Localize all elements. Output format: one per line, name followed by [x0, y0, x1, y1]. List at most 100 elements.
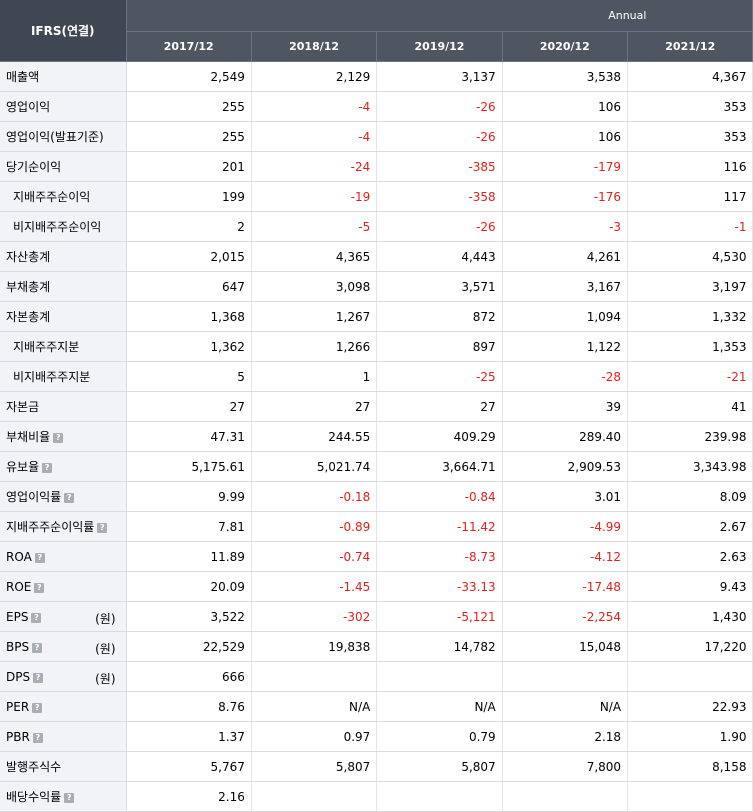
help-icon[interactable]: ? — [33, 672, 44, 683]
value-cell: 5,807 — [376, 751, 503, 782]
help-icon[interactable]: ? — [32, 702, 43, 713]
row-label: 비지배주주지분 — [13, 370, 91, 384]
row-label: DPS — [6, 669, 31, 684]
value-cell: -26 — [376, 121, 503, 152]
value-cell: 9.43 — [627, 571, 753, 602]
value-cell: 2.16 — [126, 781, 252, 812]
value-cell: -0.18 — [251, 481, 378, 512]
value-cell: 666 — [126, 661, 252, 692]
value-cell: 255 — [126, 91, 252, 122]
value-cell: 1.37 — [126, 721, 252, 752]
value-cell: 14,782 — [376, 631, 503, 662]
value-cell: 2 — [126, 211, 252, 242]
row-label: 영업이익 — [6, 100, 51, 114]
value-cell: 41 — [627, 391, 753, 422]
row-label: EPS — [6, 609, 29, 624]
value-cell — [251, 781, 378, 812]
value-cell: -0.89 — [251, 511, 378, 542]
help-icon[interactable]: ? — [97, 523, 108, 533]
table-row: 발행주식수 5,767 5,807 5,807 7,800 8,158 — [0, 751, 753, 782]
value-cell: 106 — [502, 121, 629, 152]
value-cell: 3,343.98 — [627, 451, 753, 482]
help-icon[interactable]: ? — [31, 612, 42, 623]
value-cell: 353 — [627, 91, 753, 122]
help-icon[interactable]: ? — [64, 493, 75, 503]
value-cell: 5,175.61 — [126, 451, 252, 482]
row-label: 자본금 — [6, 400, 40, 414]
row-label: PER — [6, 699, 30, 714]
value-cell: 4,530 — [627, 241, 753, 272]
value-cell: -2,254 — [502, 601, 629, 632]
value-cell: 3,538 — [502, 61, 629, 92]
value-cell: 1,094 — [502, 301, 629, 332]
row-label-cell: 부채비율? — [0, 421, 127, 452]
value-cell: 3,571 — [376, 271, 503, 302]
value-cell: -0.74 — [251, 541, 378, 572]
unit-label: (원) — [95, 642, 116, 656]
help-icon[interactable]: ? — [34, 582, 45, 593]
value-cell: -25 — [376, 361, 503, 392]
value-cell: 3,167 — [502, 271, 629, 302]
value-cell: -8.73 — [376, 541, 503, 572]
unit-label: (원) — [95, 612, 116, 626]
help-icon[interactable]: ? — [42, 463, 53, 473]
table-row: 지배주주순이익 199 -19 -358 -176 117 — [0, 181, 753, 212]
value-cell: 5 — [126, 361, 252, 392]
row-label-cell: 지배주주순이익 — [0, 181, 127, 212]
row-label-cell: BPS? (원) — [0, 631, 127, 662]
row-label: 부채비율 — [6, 430, 51, 444]
value-cell: -33.13 — [376, 571, 503, 602]
value-cell: 0.97 — [251, 721, 378, 752]
value-cell: 1,332 — [627, 301, 753, 332]
value-cell: -358 — [376, 181, 503, 212]
value-cell: -302 — [251, 601, 378, 632]
unit-label: (원) — [95, 672, 116, 686]
table-row: 지배주주지분 1,362 1,266 897 1,122 1,353 — [0, 331, 753, 362]
value-cell: N/A — [251, 691, 378, 722]
value-cell: 11.89 — [126, 541, 252, 572]
help-icon[interactable]: ? — [32, 642, 43, 653]
value-cell: 7.81 — [126, 511, 252, 542]
value-cell: 15,048 — [502, 631, 629, 662]
value-cell: -21 — [627, 361, 753, 392]
help-icon[interactable]: ? — [32, 732, 43, 743]
value-cell: 2,549 — [126, 61, 252, 92]
value-cell: 1,267 — [251, 301, 378, 332]
table-row: 배당수익률? 2.16 — [0, 781, 753, 812]
row-label: 자산총계 — [6, 250, 51, 264]
table-row: 영업이익률? 9.99 -0.18 -0.84 3.01 8.09 — [0, 481, 753, 512]
table-row: BPS? (원) 22,529 19,838 14,782 15,048 17,220 — [0, 631, 753, 662]
value-cell: 8.09 — [627, 481, 753, 512]
value-cell: 3,664.71 — [376, 451, 503, 482]
table-row: 부채총계 647 3,098 3,571 3,167 3,197 — [0, 271, 753, 302]
value-cell: 353 — [627, 121, 753, 152]
row-label-cell: PER? — [0, 691, 127, 722]
row-label: 지배주주순이익 — [13, 190, 91, 204]
value-cell: 47.31 — [126, 421, 252, 452]
help-icon[interactable]: ? — [64, 793, 75, 803]
ifrs-header: IFRS(연결) — [0, 0, 127, 62]
value-cell: -4 — [251, 91, 378, 122]
value-cell: 2.18 — [502, 721, 629, 752]
row-label-cell: 자본총계 — [0, 301, 127, 332]
table-row: ROE? 20.09 -1.45 -33.13 -17.48 9.43 — [0, 571, 753, 602]
value-cell — [627, 781, 753, 812]
value-cell — [376, 661, 503, 692]
row-label: 영업이익률 — [6, 490, 62, 504]
year-header: 2017/12 — [126, 31, 252, 62]
row-label-cell: ROA? — [0, 541, 127, 572]
row-label: 부채총계 — [6, 280, 51, 294]
value-cell: 1,353 — [627, 331, 753, 362]
help-icon[interactable]: ? — [53, 433, 64, 443]
help-icon[interactable]: ? — [34, 552, 45, 563]
value-cell: 409.29 — [376, 421, 503, 452]
value-cell: 7,800 — [502, 751, 629, 782]
value-cell: 2.67 — [627, 511, 753, 542]
value-cell: 8,158 — [627, 751, 753, 782]
value-cell: 872 — [376, 301, 503, 332]
row-label-cell: 비지배주주순이익 — [0, 211, 127, 242]
value-cell: 3,522 — [126, 601, 252, 632]
table-row: 비지배주주지분 5 1 -25 -28 -21 — [0, 361, 753, 392]
table-row: 자본금 27 27 27 39 41 — [0, 391, 753, 422]
